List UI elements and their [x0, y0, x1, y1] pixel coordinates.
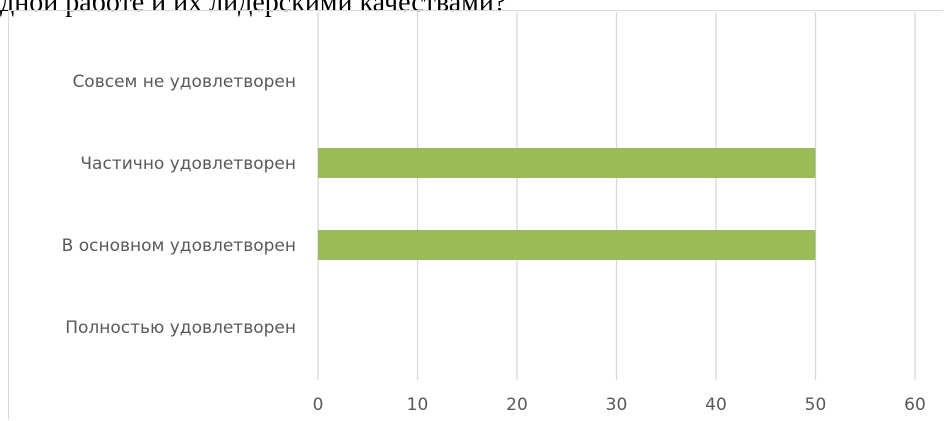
x-tick-label: 50: [805, 395, 827, 415]
x-tick-label: 0: [313, 395, 324, 415]
question-text: дной работе и их лидерскими качествами?: [0, 0, 507, 18]
category-label: Совсем не удовлетворен: [72, 72, 296, 92]
x-tick-label: 20: [506, 395, 528, 415]
x-tick-labels: 0 10 20 30 40 50 60: [313, 395, 926, 415]
chart-frame: [8, 10, 943, 420]
bars: [318, 148, 816, 260]
category-labels: Совсем не удовлетворен Частично удовлетво…: [62, 72, 296, 338]
x-tick-label: 40: [705, 395, 727, 415]
bar-3: [318, 230, 816, 260]
category-label: Частично удовлетворен: [80, 154, 296, 174]
gridlines: [317, 12, 916, 380]
x-tick-label: 60: [904, 395, 926, 415]
category-label: Полностью удовлетворен: [65, 318, 296, 338]
x-tick-label: 30: [606, 395, 628, 415]
bar-2: [318, 148, 816, 178]
x-tick-label: 10: [407, 395, 429, 415]
category-label: В основном удовлетворен: [62, 236, 296, 256]
